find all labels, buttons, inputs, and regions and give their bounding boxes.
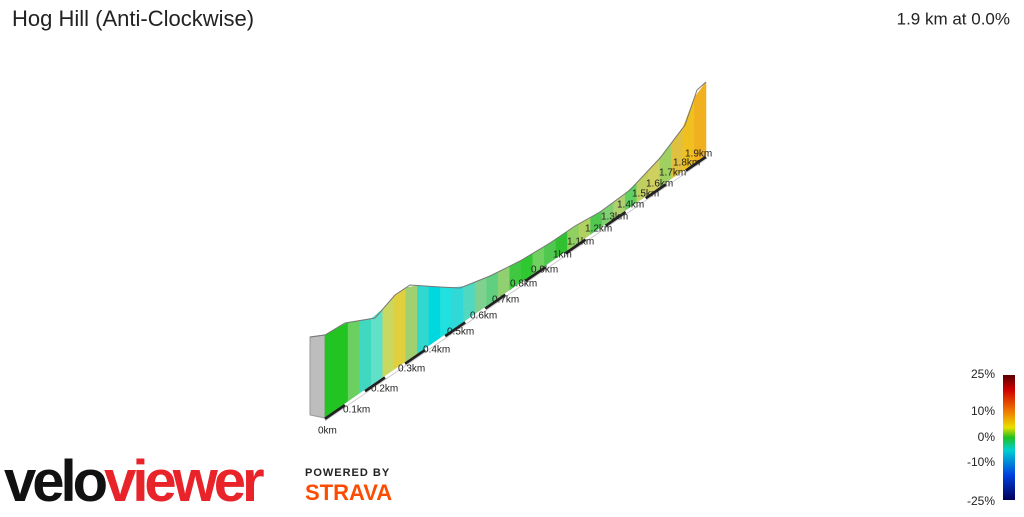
title: Hog Hill (Anti-Clockwise) (12, 6, 254, 31)
axis-segment (584, 224, 607, 241)
distance-label: 1km (553, 250, 572, 261)
logo-red: viewer (104, 449, 264, 512)
ribbon-segment (347, 320, 360, 403)
axis-segment (444, 321, 467, 338)
axis-segment (364, 376, 387, 393)
summary: 1.9 km at 0.0% (897, 9, 1010, 28)
ribbon-segment (405, 285, 418, 363)
axis-segment (324, 403, 346, 421)
axis-segment (665, 169, 687, 186)
powered-by: POWERED BY (305, 467, 390, 479)
axis-edge (324, 158, 707, 422)
distance-label: 0.1km (343, 405, 370, 416)
ribbon-top (309, 81, 707, 338)
axis-segment (424, 335, 447, 352)
distance-label: 0.7km (492, 295, 519, 306)
distance-label: 1.5km (632, 189, 659, 200)
distance-label: 1.3km (601, 212, 628, 223)
scale-label: -10% (967, 455, 995, 469)
distance-label: 0.3km (398, 364, 425, 375)
elevation-ribbon (309, 81, 707, 419)
distance-label: 1.1km (567, 237, 594, 248)
ribbon-segment (324, 327, 337, 419)
scale-label: 10% (971, 404, 995, 418)
ribbon-segment (428, 285, 441, 348)
axis-segment (344, 390, 366, 407)
distance-label: 1.8km (673, 158, 700, 169)
scale-label: 25% (971, 367, 995, 381)
ribbon-segment (394, 287, 407, 371)
distance-label: 0.4km (423, 345, 450, 356)
ribbon-segment (359, 318, 372, 395)
axis-segment (484, 293, 507, 310)
ribbon-segment (336, 322, 349, 411)
distance-label: 1.2km (585, 224, 612, 235)
ribbon-segment (382, 295, 395, 379)
distance-label: 0.2km (371, 384, 398, 395)
scale-label: 0% (978, 430, 996, 444)
axis-segment (644, 183, 667, 200)
axis-segment (384, 362, 407, 379)
logo: veloviewer (4, 449, 264, 512)
distance-label: 0.6km (470, 311, 497, 322)
axis-segment (604, 210, 627, 228)
distance-label: 1.7km (659, 168, 686, 179)
front-face (309, 334, 326, 419)
axis-segment (685, 155, 707, 173)
axis-segment (544, 252, 567, 269)
axis-segment (464, 307, 487, 324)
scale-label: -25% (967, 494, 995, 508)
distance-label: 0.9km (531, 265, 558, 276)
scale-labels: 25% 10% 0% -10% -25% (967, 367, 995, 508)
distance-label: 1.6km (646, 179, 673, 190)
ribbon-segment (694, 81, 707, 165)
distance-label: 0km (318, 426, 337, 437)
axis-segment (404, 348, 427, 366)
strava: STRAVA (305, 480, 392, 505)
axis-segment (504, 279, 527, 297)
distance-label: 1.9km (685, 149, 712, 160)
distance-label: 0.5km (447, 327, 474, 338)
axis-segment (624, 197, 647, 214)
distance-label: 1.4km (617, 200, 644, 211)
distance-label: 0.8km (510, 279, 537, 290)
gradient-scale (1003, 375, 1015, 500)
logo-dark: velo (4, 449, 107, 512)
ribbon-segment (370, 308, 383, 387)
axis-segment (564, 238, 587, 255)
axis-segment (524, 266, 547, 283)
